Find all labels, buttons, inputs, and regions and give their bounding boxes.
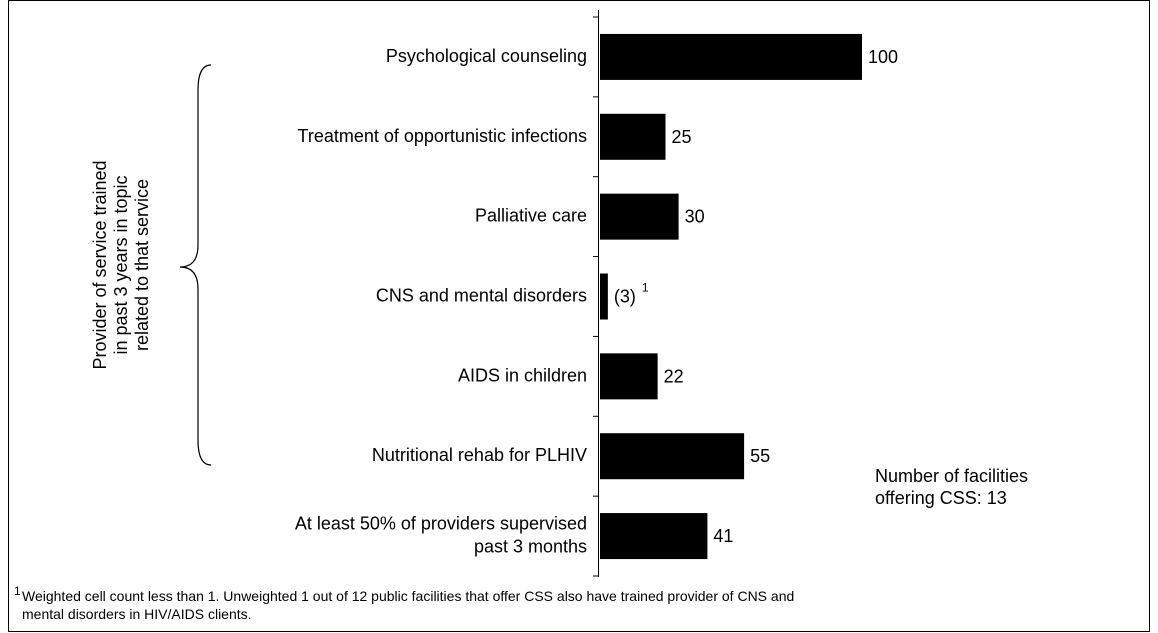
group-label: Provider of service trainedin past 3 yea…	[90, 160, 152, 369]
category-label: Treatment of opportunistic infections	[298, 126, 587, 146]
bar	[600, 193, 679, 240]
value-label: 22	[664, 366, 684, 386]
category-label: Nutritional rehab for PLHIV	[372, 445, 587, 465]
note: Number of facilities offering CSS: 13	[875, 466, 1028, 508]
bar	[600, 353, 658, 400]
value-label: 25	[672, 127, 692, 147]
value-label: (3)	[614, 286, 636, 306]
category-label: AIDS in children	[458, 365, 587, 385]
value-label: 41	[713, 526, 733, 546]
category-label: At least 50% of providers supervised past…	[295, 513, 587, 556]
bar	[600, 513, 708, 560]
brace	[179, 64, 212, 466]
bar	[600, 433, 745, 480]
category-label: Palliative care	[475, 205, 587, 225]
footnote-marker: 1	[14, 584, 21, 598]
bar	[600, 33, 862, 80]
category-label: Psychological counseling	[386, 46, 587, 66]
bar	[600, 273, 608, 320]
value-label: 30	[685, 206, 705, 226]
bar	[600, 113, 666, 160]
value-label: 55	[750, 446, 770, 466]
value-label-superscript: 1	[642, 281, 649, 295]
footnote: Weighted cell count less than 1. Unweigh…	[22, 588, 794, 622]
frame	[8, 0, 1150, 632]
category-label: CNS and mental disorders	[376, 285, 587, 305]
value-label: 100	[868, 47, 898, 67]
